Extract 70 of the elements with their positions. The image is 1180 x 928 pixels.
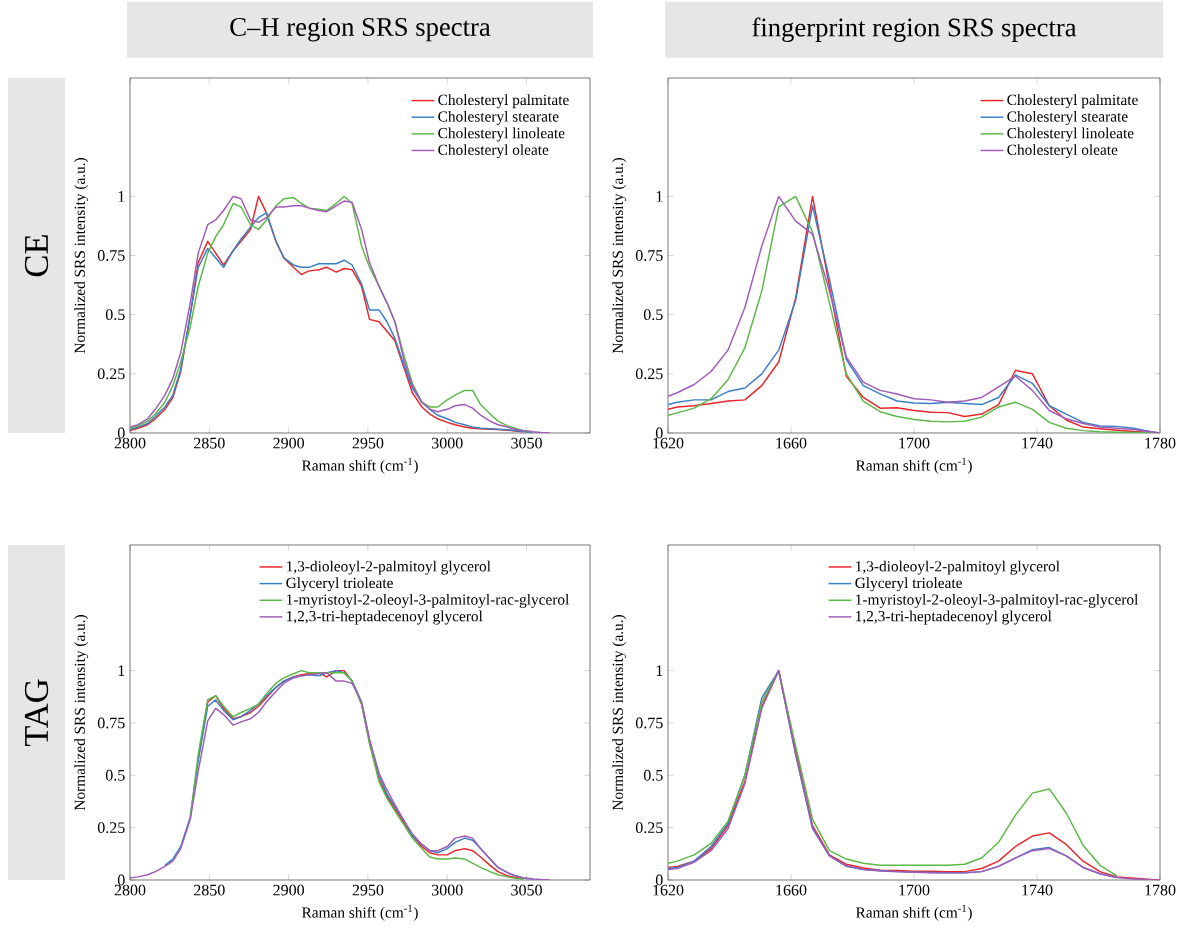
y-axis-title: Normalized SRS intensity (a.u.)	[612, 157, 627, 354]
x-tick-label: 1660	[776, 884, 807, 896]
y-tick-label: 0.25	[97, 368, 125, 380]
y-tick-label: 0	[655, 427, 663, 439]
text: CE	[24, 235, 49, 277]
y-tick-label: 0.25	[635, 368, 663, 380]
x-tick-label: 1620	[653, 884, 684, 896]
y-axis-title: Normalized SRS intensity (a.u.)	[74, 614, 89, 811]
y-tick-label: 0.5	[105, 769, 125, 781]
x-tick-label: 1700	[899, 884, 930, 896]
x-tick-label: 2900	[273, 884, 305, 896]
legend-label: Cholesteryl linoleate	[1007, 127, 1134, 142]
y-axis-title: Normalized SRS intensity (a.u.)	[74, 157, 89, 354]
text: TAG	[24, 679, 49, 747]
x-tick-label: 1740	[1022, 884, 1053, 896]
y-tick-label: 0.75	[97, 250, 125, 261]
legend-label: Cholesteryl stearate	[438, 110, 559, 125]
legend-label: Glyceryl trioleate	[855, 577, 962, 592]
y-tick-label: 1	[656, 191, 663, 202]
x-axis-title: Raman shift (cm$^{-1}$)	[301, 904, 418, 921]
x-tick-label: 2950	[352, 437, 384, 449]
x-axis-title: Raman shift (cm$^{-1}$)	[301, 457, 418, 474]
x-tick-label: 2800	[114, 437, 146, 449]
legend-label: Cholesteryl linoleate	[438, 127, 565, 142]
y-tick-label: 0.25	[97, 822, 125, 834]
y-tick-label: 0.75	[635, 250, 663, 261]
y-tick-label: 1	[118, 665, 125, 676]
y-axis-title: Normalized SRS intensity (a.u.)	[612, 614, 627, 811]
x-tick-label: 2800	[114, 884, 146, 896]
legend-label: 1,2,3-tri-heptadecenoyl glycerol	[287, 610, 483, 625]
x-tick-label: 2850	[194, 437, 225, 449]
x-tick-label: 1700	[899, 437, 930, 449]
y-tick-label: 1	[656, 665, 663, 676]
legend-label: Glyceryl trioleate	[286, 577, 393, 592]
x-tick-label: 1740	[1022, 437, 1053, 449]
y-tick-label: 0.5	[643, 769, 663, 781]
x-tick-label: 2850	[194, 884, 225, 896]
x-axis-title: Raman shift (cm$^{-1}$)	[856, 904, 972, 921]
x-tick-label: 2900	[273, 437, 305, 449]
chart-title: C–H region SRS spectra	[230, 18, 491, 42]
legend-label: 1,2,3-tri-heptadecenoyl glycerol	[856, 610, 1052, 625]
legend-label: Cholesteryl palmitate	[438, 94, 569, 109]
y-tick-label: 0	[655, 874, 663, 886]
y-tick-label: 1	[118, 191, 125, 202]
x-tick-label: 3000	[432, 437, 463, 449]
legend-label: 1-myristoyl-2-oleoyl-3-palmitoyl-rac-glycerol	[856, 593, 1139, 608]
y-tick-label: 0.5	[643, 309, 663, 321]
x-tick-label: 3000	[432, 884, 463, 896]
y-tick-label: 0.5	[105, 309, 125, 321]
x-tick-label: 3050	[511, 884, 542, 896]
legend-label: Cholesteryl oleate	[438, 144, 549, 159]
y-tick-label: 0.25	[635, 822, 663, 834]
legend-label: Cholesteryl palmitate	[1007, 94, 1138, 109]
legend-label: Cholesteryl stearate	[1007, 110, 1128, 125]
x-axis-title: Raman shift (cm$^{-1}$)	[856, 457, 972, 474]
y-tick-label: 0.75	[635, 717, 663, 729]
legend-label: 1,3-dioleoyl-2-palmitoyl glycerol	[856, 560, 1060, 575]
y-tick-label: 0	[117, 427, 125, 439]
x-tick-label: 2950	[352, 884, 384, 896]
chart-title: fingerprint region SRS spectra	[752, 17, 1077, 42]
y-tick-label: 0.75	[97, 717, 125, 729]
legend-label: Cholesteryl oleate	[1007, 144, 1118, 159]
legend-label: 1,3-dioleoyl-2-palmitoyl glycerol	[287, 560, 491, 575]
legend-label: 1-myristoyl-2-oleoyl-3-palmitoyl-rac-glycerol	[287, 593, 569, 608]
x-tick-label: 1660	[776, 437, 807, 449]
y-tick-label: 0	[117, 874, 125, 886]
x-tick-label: 3050	[511, 437, 542, 449]
x-tick-label: 1780	[1145, 884, 1176, 896]
x-tick-label: 1620	[653, 437, 684, 449]
x-tick-label: 1780	[1145, 437, 1176, 449]
